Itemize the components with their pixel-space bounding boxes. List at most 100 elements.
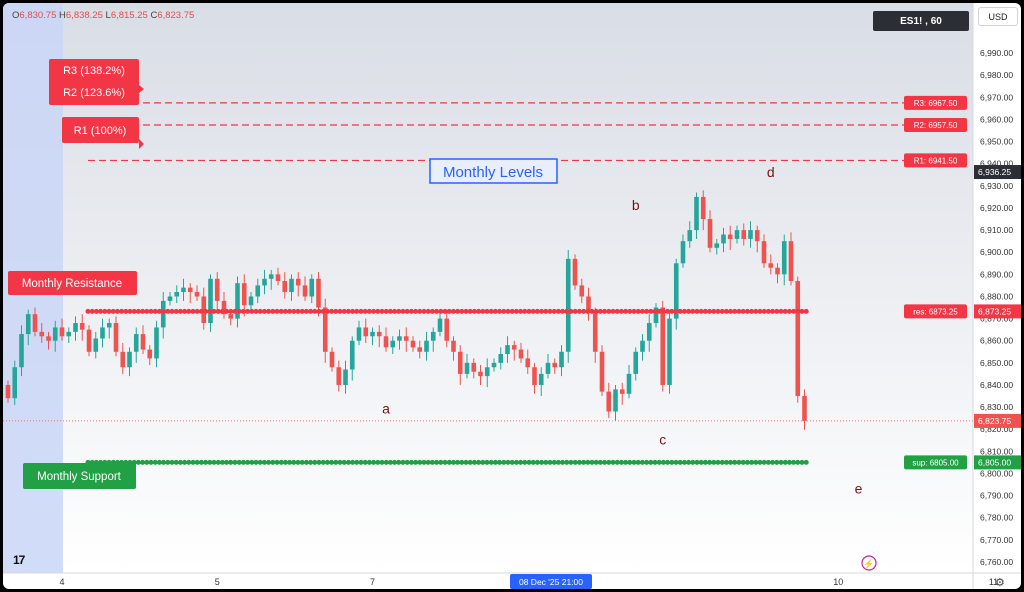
candle-body bbox=[316, 278, 321, 308]
candle-body bbox=[430, 331, 436, 341]
r3-label: R3 (138.2%) bbox=[63, 65, 125, 77]
candle-body bbox=[761, 241, 767, 264]
price-axis-tag: 6,873.25 bbox=[978, 306, 1011, 316]
candle-body bbox=[667, 318, 672, 385]
level-tag-box bbox=[904, 304, 967, 319]
candle-body bbox=[322, 307, 328, 352]
y-tick-label: 6,780.00 bbox=[980, 513, 1013, 523]
x-tick-label: 4 bbox=[59, 577, 64, 587]
candle-body bbox=[673, 263, 679, 319]
candle-body bbox=[66, 331, 72, 337]
candle-body bbox=[532, 367, 537, 385]
level-tag: R2: 6957.50 bbox=[914, 121, 958, 130]
chart-canvas[interactable]: 6,990.00 6,980.00 6,970.00 6,960.00 6,950.00… bbox=[3, 3, 1021, 589]
candle-body bbox=[208, 278, 213, 324]
candle-body bbox=[329, 351, 335, 368]
candle-body bbox=[565, 258, 571, 352]
candle-body bbox=[606, 391, 612, 412]
chart-title-box bbox=[429, 158, 558, 184]
high-value: 6,838.25 bbox=[65, 10, 103, 21]
candle-body bbox=[73, 323, 78, 332]
candle-body bbox=[559, 351, 564, 368]
candle-body bbox=[613, 389, 618, 412]
candle-body bbox=[754, 230, 760, 242]
candle-body bbox=[120, 351, 126, 368]
candle-body bbox=[707, 219, 713, 248]
wave-label: d bbox=[767, 164, 775, 180]
candle-body bbox=[788, 241, 794, 281]
wave-label: b bbox=[632, 197, 640, 213]
candle-body bbox=[694, 196, 699, 231]
candle-body bbox=[12, 367, 18, 399]
candle-body bbox=[451, 340, 456, 352]
gear-icon[interactable]: ⚙ bbox=[995, 577, 1005, 589]
symbol-label[interactable]: ES1! , 60 bbox=[873, 11, 969, 31]
y-tick-label: 6,770.00 bbox=[980, 535, 1013, 545]
candle-body bbox=[289, 278, 294, 293]
high-price-tag-box bbox=[974, 165, 1021, 180]
open-value: 6,830.75 bbox=[19, 10, 57, 21]
candle-body bbox=[781, 241, 787, 275]
candle-body bbox=[417, 347, 423, 352]
y-tick-label: 6,760.00 bbox=[980, 557, 1013, 567]
y-tick-label: 6,830.00 bbox=[980, 402, 1013, 412]
y-tick-label: 6,840.00 bbox=[980, 380, 1013, 390]
lightning-icon: ⚡ bbox=[863, 558, 874, 570]
plot-background bbox=[3, 3, 973, 573]
candle-body bbox=[478, 371, 483, 377]
level-tag: R1: 6941.50 bbox=[914, 156, 958, 165]
candle-body bbox=[727, 234, 733, 239]
candle-body bbox=[154, 327, 159, 359]
candle-body bbox=[660, 307, 666, 385]
candle-body bbox=[295, 278, 301, 286]
candle-body bbox=[167, 296, 173, 301]
candle-body bbox=[383, 336, 389, 348]
high-price-tag: 6,936.25 bbox=[978, 167, 1011, 177]
low-value: 6,815.25 bbox=[110, 10, 148, 21]
r1-label-box bbox=[62, 117, 139, 143]
candle-body bbox=[174, 292, 180, 297]
monthly-resistance-label: Monthly Resistance bbox=[22, 278, 122, 290]
candle-body bbox=[464, 362, 470, 374]
y-tick-label: 6,950.00 bbox=[980, 137, 1013, 147]
candle-body bbox=[741, 230, 747, 239]
candle-body bbox=[187, 287, 193, 293]
y-tick-label: 6,820.00 bbox=[980, 424, 1013, 434]
candle-body bbox=[586, 296, 591, 312]
y-tick-label: 6,790.00 bbox=[980, 491, 1013, 501]
candle-body bbox=[390, 340, 396, 348]
candle-body bbox=[714, 243, 720, 248]
candle-body bbox=[181, 287, 186, 293]
y-tick-label: 6,930.00 bbox=[980, 181, 1013, 191]
candle-body bbox=[498, 353, 504, 363]
currency-selector[interactable]: USD bbox=[978, 7, 1018, 26]
candle-body bbox=[734, 230, 740, 239]
candle-body bbox=[572, 258, 578, 286]
candle-body bbox=[309, 278, 315, 297]
level-tag: R3: 6967.50 bbox=[914, 99, 958, 108]
y-tick-label: 6,850.00 bbox=[980, 358, 1013, 368]
crosshair-date-label: 08 Dec '25 21:00 bbox=[519, 577, 583, 587]
r1-label: R1 (100%) bbox=[74, 125, 127, 137]
candle-body bbox=[646, 323, 652, 341]
candle-body bbox=[410, 340, 416, 348]
candle-body bbox=[403, 336, 409, 341]
candle-body bbox=[484, 367, 490, 377]
candle-body bbox=[160, 300, 166, 328]
alert-icon bbox=[861, 555, 877, 571]
candle-body bbox=[687, 230, 693, 242]
candle-body bbox=[721, 234, 726, 244]
y-tick-label: 6,920.00 bbox=[980, 203, 1013, 213]
candle-body bbox=[599, 351, 605, 392]
y-tick-label: 6,810.00 bbox=[980, 446, 1013, 456]
candle-body bbox=[221, 300, 227, 315]
price-axis-tag-box bbox=[974, 455, 1021, 470]
candle-body bbox=[100, 327, 105, 339]
candle-body bbox=[397, 336, 402, 341]
candle-body bbox=[255, 285, 261, 297]
r3-r2-label-box bbox=[49, 59, 139, 105]
last-price-tag: 6,823.75 bbox=[978, 416, 1011, 426]
candle-body bbox=[376, 331, 382, 337]
chart-title: Monthly Levels bbox=[443, 164, 543, 181]
r1-label-pointer bbox=[139, 139, 144, 149]
